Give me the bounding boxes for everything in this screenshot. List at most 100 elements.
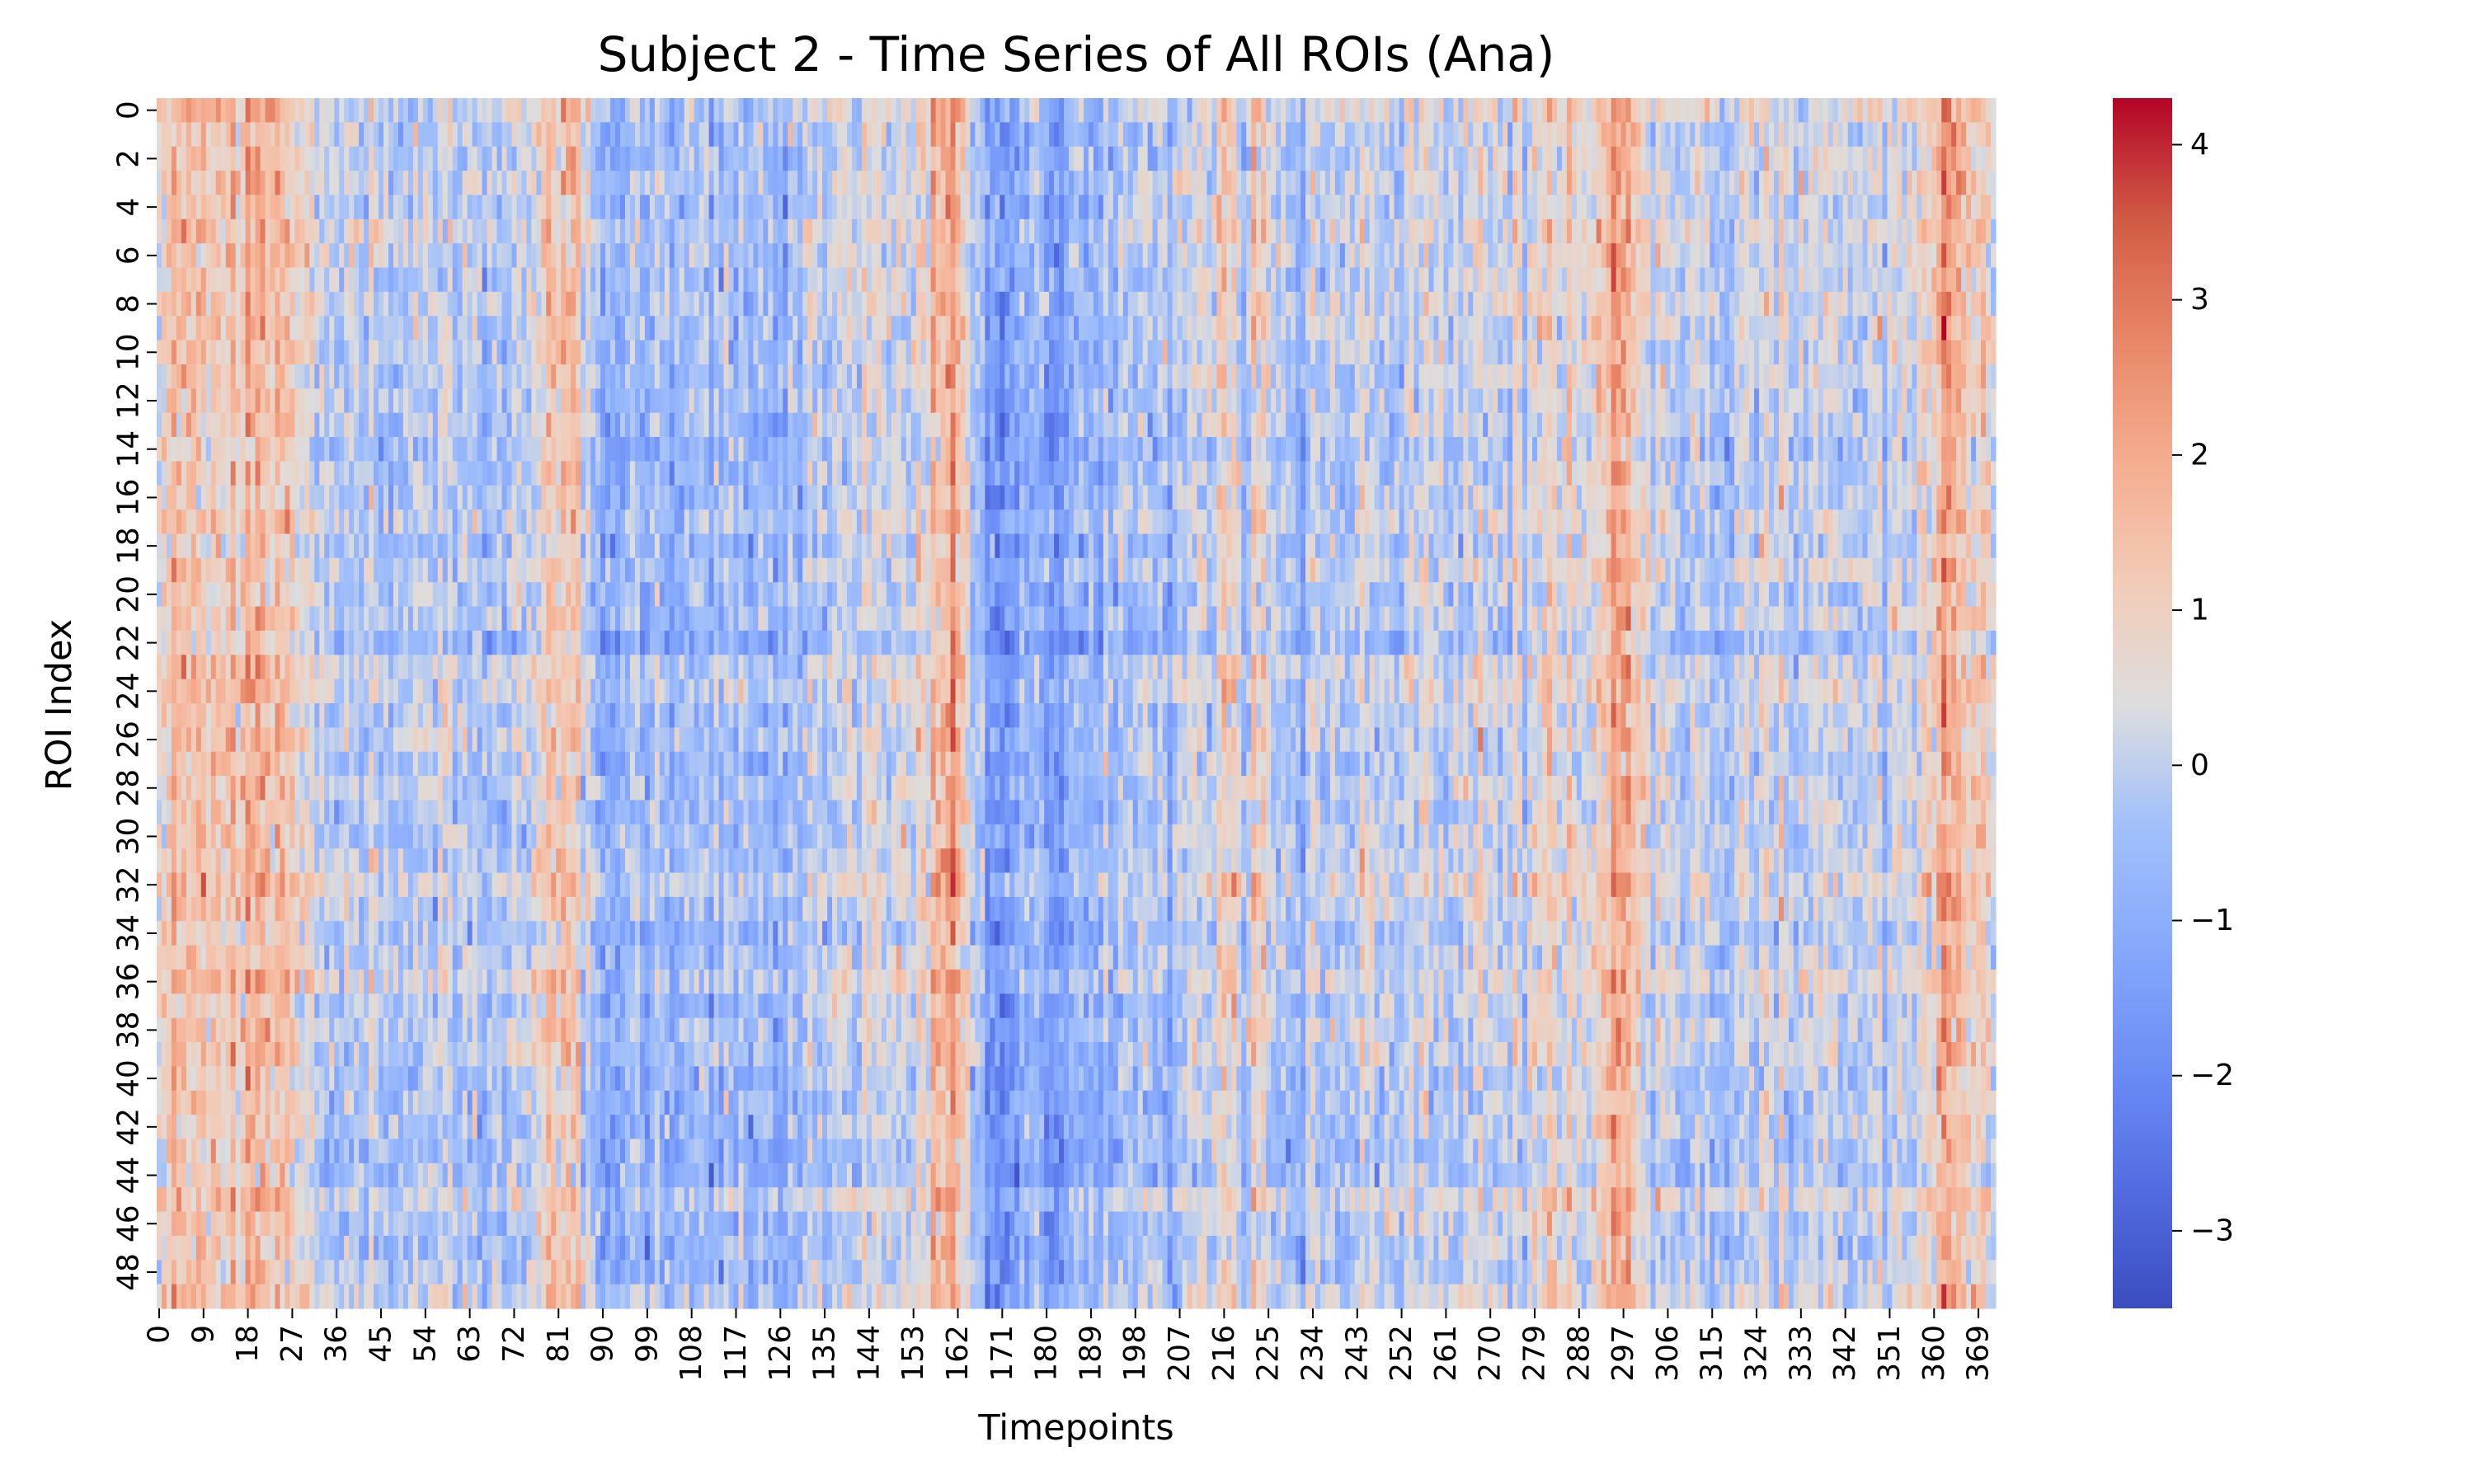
heatmap-cell (344, 848, 350, 874)
heatmap-cell (624, 1115, 631, 1140)
heatmap-cell (581, 1017, 586, 1043)
heatmap-cell (437, 1187, 444, 1213)
heatmap-cell (205, 751, 212, 777)
heatmap-cell (634, 1042, 641, 1067)
heatmap-cell (349, 703, 355, 728)
heatmap-cell (610, 243, 616, 269)
heatmap-cell (235, 1260, 242, 1285)
heatmap-cell (511, 218, 518, 244)
heatmap-cell (344, 800, 350, 825)
heatmap-cell (595, 800, 601, 825)
heatmap-cell (457, 1211, 463, 1237)
heatmap-cell (487, 872, 493, 898)
heatmap-cell (393, 388, 399, 414)
heatmap-cell (412, 388, 419, 414)
heatmap-cell (536, 412, 542, 438)
heatmap-cell (324, 945, 330, 970)
heatmap-cell (383, 340, 389, 365)
heatmap-cell (467, 533, 473, 559)
heatmap-cell (615, 146, 621, 171)
heatmap-cell (536, 461, 542, 486)
heatmap-cell (364, 437, 369, 462)
heatmap-cell (496, 776, 503, 801)
heatmap-cell (255, 316, 261, 341)
heatmap-cell (324, 896, 330, 922)
heatmap-cell (255, 291, 261, 317)
heatmap-cell (250, 1187, 256, 1213)
heatmap-cell (477, 1235, 483, 1261)
heatmap-cell (265, 1162, 271, 1188)
heatmap-cell (250, 969, 256, 994)
heatmap-cell (289, 1139, 295, 1164)
heatmap-cell (171, 388, 177, 414)
heatmap-cell (265, 122, 271, 148)
heatmap-cell (541, 485, 547, 510)
heatmap-cell (610, 582, 616, 608)
heatmap-cell (412, 412, 419, 438)
heatmap-cell (571, 1162, 576, 1188)
heatmap-cell (644, 533, 651, 559)
heatmap-cell (457, 291, 463, 317)
heatmap-cell (364, 291, 369, 317)
heatmap-cell (379, 1162, 384, 1188)
heatmap-cell (561, 316, 567, 341)
heatmap-cell (205, 945, 212, 970)
heatmap-cell (477, 848, 483, 874)
heatmap-cell (511, 1235, 518, 1261)
heatmap-cell (349, 824, 355, 849)
heatmap-cell (472, 557, 478, 583)
heatmap-cell (359, 98, 365, 123)
heatmap-cell (364, 824, 369, 849)
heatmap-cell (379, 582, 384, 608)
heatmap-cell (324, 679, 330, 704)
heatmap-cell (171, 1139, 177, 1164)
heatmap-cell (210, 1139, 217, 1164)
heatmap-cell (586, 1235, 591, 1261)
heatmap-cell (566, 945, 571, 970)
heatmap-cell (225, 316, 232, 341)
heatmap-cell (526, 1115, 532, 1140)
heatmap-cell (619, 993, 626, 1019)
heatmap-cell (556, 316, 562, 341)
heatmap-cell (407, 267, 414, 293)
heatmap-cell (472, 1284, 478, 1309)
heatmap-cell (260, 921, 266, 946)
heatmap-cell (314, 267, 320, 293)
heatmap-cell (220, 993, 227, 1019)
heatmap-cell (536, 98, 542, 123)
heatmap-cell (379, 388, 384, 414)
heatmap-cell (245, 388, 252, 414)
heatmap-cell (369, 776, 374, 801)
heatmap-cell (294, 1090, 300, 1115)
heatmap-cell (359, 824, 365, 849)
heatmap-cell (576, 582, 581, 608)
heatmap-cell (551, 485, 557, 510)
heatmap-cell (402, 969, 409, 994)
heatmap-cell (161, 921, 167, 946)
heatmap-cell (619, 533, 626, 559)
heatmap-cell (561, 993, 567, 1019)
heatmap-cell (432, 582, 439, 608)
heatmap-cell (388, 727, 394, 753)
heatmap-cell (427, 218, 434, 244)
heatmap-cell (374, 218, 379, 244)
heatmap-cell (215, 993, 222, 1019)
heatmap-cell (157, 291, 162, 317)
heatmap-cell (467, 776, 473, 801)
heatmap-cell (496, 703, 503, 728)
heatmap-cell (472, 921, 478, 946)
heatmap-cell (492, 437, 498, 462)
heatmap-cell (186, 267, 192, 293)
heatmap-cell (487, 655, 493, 680)
heatmap-cell (457, 1090, 463, 1115)
heatmap-cell (576, 1066, 581, 1092)
heatmap-cell (260, 582, 266, 608)
heatmap-cell (270, 679, 276, 704)
heatmap-cell (590, 655, 596, 680)
heatmap-cell (482, 800, 488, 825)
heatmap-cell (176, 1115, 182, 1140)
heatmap-cell (457, 195, 463, 220)
heatmap-cell (245, 291, 252, 317)
heatmap-cell (354, 510, 360, 535)
heatmap-cell (230, 969, 237, 994)
